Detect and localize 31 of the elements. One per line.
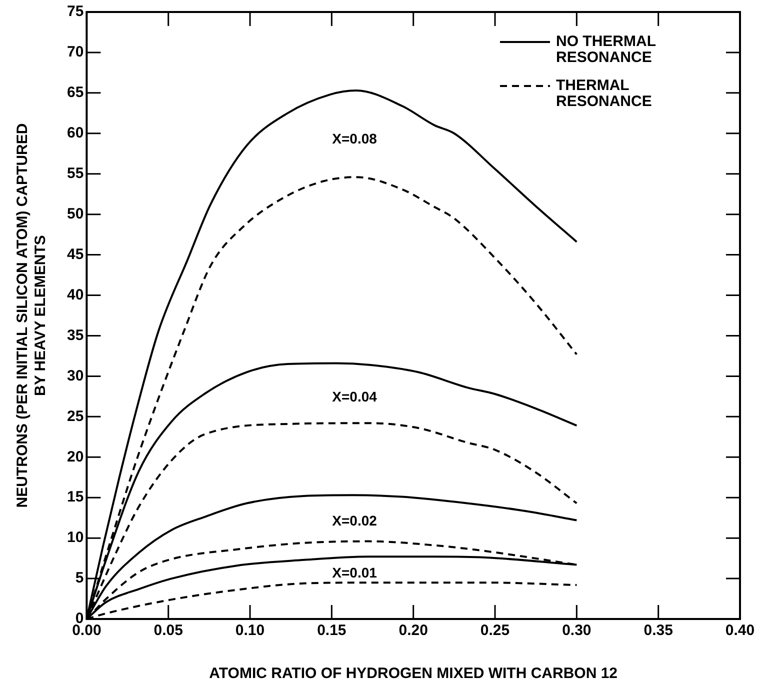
x-tick-label: 0.30 bbox=[562, 622, 592, 640]
y-tick-label: 30 bbox=[66, 367, 84, 384]
x-tick-label: 0.35 bbox=[644, 622, 673, 640]
x-tick-label: 0.40 bbox=[725, 622, 755, 640]
x-axis-title: ATOMIC RATIO OF HYDROGEN MIXED WITH CARBON 12 bbox=[209, 665, 618, 682]
annotation: X=0.01 bbox=[332, 564, 378, 580]
x-tick-label: 0.05 bbox=[154, 622, 183, 640]
x-tick-label: 0.25 bbox=[480, 622, 510, 640]
y-tick-label: 55 bbox=[66, 165, 84, 182]
y-tick-label: 70 bbox=[66, 44, 84, 61]
legend-label: THERMAL RESONANCE bbox=[556, 77, 652, 110]
y-tick-label: 45 bbox=[66, 246, 84, 263]
x-tick-label: 0.20 bbox=[398, 622, 428, 640]
y-tick-label: 15 bbox=[66, 488, 84, 506]
annotation: X=0.02 bbox=[332, 512, 378, 529]
annotation: X=0.08 bbox=[332, 130, 378, 146]
y-tick-label: 10 bbox=[66, 529, 84, 546]
annotation: X=0.04 bbox=[332, 388, 378, 404]
y-tick-label: 35 bbox=[66, 326, 84, 344]
x-tick-label: 0.10 bbox=[235, 622, 265, 640]
x-tick-label: 0.15 bbox=[317, 622, 346, 640]
y-tick-label: 20 bbox=[66, 448, 84, 466]
y-tick-label: 40 bbox=[66, 286, 84, 304]
y-tick-label: 25 bbox=[66, 408, 84, 425]
y-axis-title: NEUTRONS (PER INITIAL SILICON ATOM) CAPTURED BY HEAVY ELEMENTS bbox=[14, 123, 50, 508]
y-tick-label: 50 bbox=[66, 205, 84, 222]
y-tick-label: 65 bbox=[66, 84, 84, 102]
legend-label: NO THERMAL RESONANCE bbox=[556, 33, 656, 66]
y-tick-label: 75 bbox=[66, 3, 84, 20]
y-tick-label: 60 bbox=[66, 124, 84, 142]
y-tick-label: 5 bbox=[75, 570, 84, 587]
